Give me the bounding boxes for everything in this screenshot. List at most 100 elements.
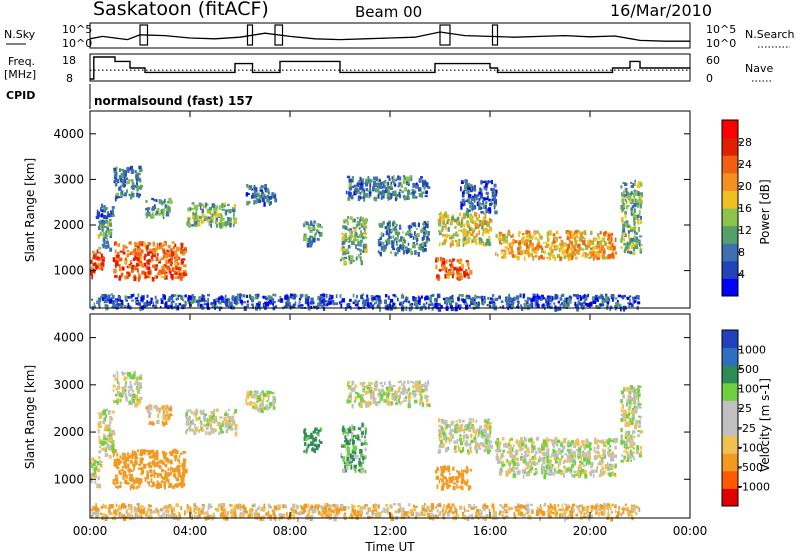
heat-cell	[460, 229, 463, 233]
heat-cell	[615, 302, 618, 305]
heat-cell	[113, 461, 117, 467]
heat-cell	[124, 275, 127, 280]
heat-cell	[342, 444, 345, 447]
heat-cell	[171, 241, 175, 244]
heat-cell	[320, 296, 323, 299]
heat-cell	[131, 389, 134, 393]
heat-cell	[98, 263, 101, 269]
heat-cell	[582, 251, 586, 255]
heat-cell	[623, 203, 626, 208]
heat-cell	[579, 233, 583, 239]
heat-cell	[495, 449, 498, 453]
heat-cell	[361, 396, 364, 401]
heat-cell	[94, 253, 98, 259]
heat-cell	[633, 221, 637, 224]
heat-cell	[508, 293, 511, 299]
heat-cell	[150, 485, 154, 488]
heat-cell	[149, 456, 153, 459]
heat-cell	[238, 296, 242, 300]
colorbar-tick-label: 12	[738, 224, 752, 237]
heat-cell	[498, 295, 501, 300]
heat-cell	[510, 470, 513, 473]
heat-cell	[97, 428, 100, 434]
heat-cell	[498, 231, 501, 235]
heat-cell	[598, 249, 602, 252]
heat-cell	[306, 242, 309, 248]
heat-cell	[559, 444, 563, 447]
heat-cell	[257, 395, 261, 400]
heat-cell	[259, 306, 261, 311]
heat-cell	[451, 294, 454, 298]
heat-cell	[524, 241, 526, 246]
heat-cell	[131, 193, 134, 197]
heat-cell	[587, 240, 590, 245]
heat-cell	[584, 469, 587, 475]
heat-cell	[169, 467, 174, 470]
heat-cell	[583, 230, 586, 235]
heat-cell	[147, 242, 149, 247]
heat-cell	[399, 189, 402, 192]
heat-cell	[311, 226, 315, 231]
heat-cell	[138, 463, 141, 466]
heat-cell	[97, 476, 100, 481]
heat-cell	[124, 453, 126, 457]
heat-cell	[104, 226, 108, 229]
heat-cell	[410, 303, 414, 306]
heat-cell	[628, 194, 632, 199]
heat-cell	[630, 207, 633, 211]
heat-cell	[335, 294, 338, 299]
heat-cell	[520, 250, 523, 256]
heat-cell	[355, 244, 357, 249]
heat-cell	[485, 197, 489, 201]
heat-cell	[414, 399, 418, 404]
heat-cell	[357, 241, 359, 245]
heat-cell	[169, 468, 172, 472]
heat-cell	[439, 216, 442, 220]
heat-cell	[322, 306, 326, 311]
heat-cell	[182, 450, 186, 454]
heat-cell	[421, 193, 424, 198]
heat-cell	[349, 439, 352, 442]
heat-cell	[507, 230, 510, 235]
heat-cell	[470, 450, 473, 453]
heat-cell	[234, 428, 238, 431]
heat-cell	[136, 181, 138, 185]
heat-cell	[277, 299, 281, 303]
heat-cell	[159, 259, 161, 263]
heat-cell	[363, 189, 366, 195]
heat-cell	[468, 485, 470, 490]
heat-cell	[626, 224, 630, 229]
heat-cell	[343, 219, 345, 222]
heat-cell	[486, 208, 490, 213]
heat-cell	[343, 234, 347, 239]
heat-cell	[485, 183, 488, 188]
heat-cell	[450, 480, 454, 483]
heat-cell	[174, 264, 179, 270]
heat-cell	[546, 256, 549, 259]
heat-cell	[318, 231, 321, 234]
heat-cell	[404, 187, 407, 192]
heat-cell	[478, 219, 482, 223]
heat-cell	[348, 428, 352, 434]
heat-cell	[578, 247, 581, 252]
heat-cell	[424, 394, 428, 400]
heat-cell	[259, 392, 263, 396]
heat-cell	[368, 178, 372, 184]
heat-cell	[566, 467, 570, 472]
heat-cell	[121, 371, 125, 376]
station-title: Saskatoon (fitACF)	[93, 0, 269, 20]
heat-cell	[350, 396, 353, 400]
heat-cell	[171, 251, 174, 256]
heat-cell	[396, 194, 400, 197]
heat-cell	[527, 453, 530, 457]
heat-cell	[569, 468, 573, 472]
heat-cell	[440, 304, 443, 309]
heat-cell	[413, 222, 416, 227]
heat-cell	[410, 251, 413, 256]
heat-cell	[117, 459, 121, 464]
heat-cell	[468, 295, 471, 299]
heat-cell	[178, 469, 180, 474]
heat-cell	[99, 461, 103, 463]
heat-cell	[465, 433, 468, 438]
heat-cell	[101, 294, 106, 298]
